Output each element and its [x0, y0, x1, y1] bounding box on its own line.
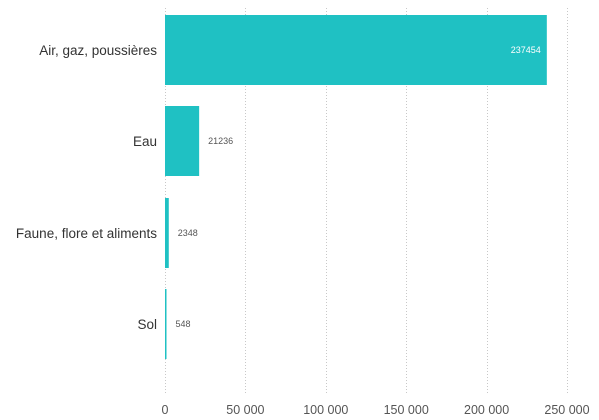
- bar: [165, 289, 167, 359]
- category-label: Faune, flore et aliments: [16, 226, 157, 241]
- bar: [165, 106, 200, 176]
- data-label: 21236: [208, 136, 233, 146]
- x-axis-tick-labels: 0 50 000 100 000 150 000 200 000 250 000: [162, 403, 590, 417]
- category-label: Eau: [133, 134, 157, 149]
- x-tick-label: 150 000: [384, 403, 429, 417]
- x-tick-label: 0: [162, 403, 169, 417]
- bar: [165, 198, 169, 268]
- x-tick-label: 100 000: [303, 403, 348, 417]
- category-label: Air, gaz, poussières: [39, 43, 157, 58]
- x-tick-label: 200 000: [464, 403, 509, 417]
- data-label: 2348: [178, 228, 198, 238]
- bar: [165, 15, 547, 85]
- data-label: 237454: [511, 45, 541, 55]
- x-tick-label: 250 000: [544, 403, 589, 417]
- data-label: 548: [176, 319, 191, 329]
- category-label: Sol: [137, 317, 157, 332]
- bars: Air, gaz, poussières 237454 Eau 21236 Faune,…: [16, 15, 547, 359]
- x-tick-label: 50 000: [226, 403, 264, 417]
